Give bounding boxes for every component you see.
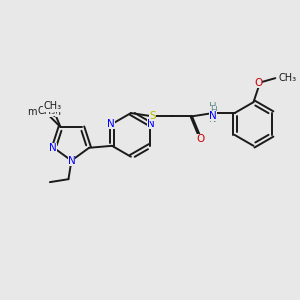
Text: O: O bbox=[196, 134, 205, 144]
Text: H: H bbox=[210, 106, 217, 115]
Text: H
N: H N bbox=[209, 102, 217, 124]
Text: CH₃: CH₃ bbox=[44, 101, 62, 111]
Text: methyl: methyl bbox=[28, 107, 62, 117]
Text: N: N bbox=[209, 111, 217, 121]
Text: N: N bbox=[107, 119, 115, 129]
Text: N: N bbox=[147, 119, 155, 129]
Text: N: N bbox=[68, 156, 75, 166]
Text: CH₃: CH₃ bbox=[278, 73, 296, 83]
Text: O: O bbox=[254, 77, 262, 88]
Text: S: S bbox=[149, 111, 156, 121]
Text: CH₃: CH₃ bbox=[38, 106, 56, 116]
Text: N: N bbox=[49, 143, 57, 153]
